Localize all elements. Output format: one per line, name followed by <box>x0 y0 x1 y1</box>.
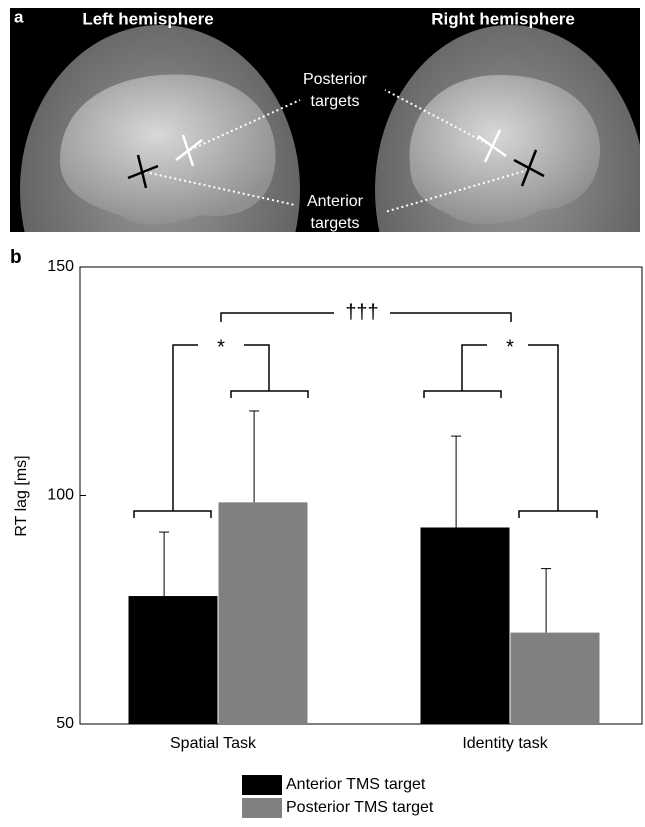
y-axis-label: RT lag [ms] <box>13 455 30 536</box>
x-tick-label: Spatial Task <box>170 735 257 752</box>
significance-brackets <box>134 313 597 518</box>
annotation: * <box>217 336 225 358</box>
target-label: targets <box>311 215 360 232</box>
legend-label: Posterior TMS target <box>286 799 434 816</box>
target-label: Posterior <box>303 71 368 88</box>
panel-label: b <box>10 247 22 268</box>
bar <box>421 527 510 724</box>
hemisphere-title: Right hemisphere <box>431 9 575 28</box>
bracket <box>424 345 597 518</box>
x-tick-label: Identity task <box>462 735 548 752</box>
figure: a Left hemisphere Right hemisphere Poste… <box>0 0 645 827</box>
bar <box>511 633 600 724</box>
right-brain <box>410 75 600 224</box>
y-tick-label: 50 <box>56 715 74 732</box>
annotation: * <box>506 336 514 358</box>
annotation: ††† <box>345 301 378 323</box>
hemisphere-title: Left hemisphere <box>82 9 213 28</box>
target-label: targets <box>311 93 360 110</box>
bar <box>219 502 308 724</box>
y-tick-label: 100 <box>47 487 74 504</box>
panel-a: a Left hemisphere Right hemisphere Poste… <box>10 7 645 355</box>
legend-swatch <box>242 775 282 795</box>
bracket <box>134 345 308 518</box>
bar <box>129 596 218 724</box>
target-label: Anterior <box>307 193 364 210</box>
panel-label: a <box>14 7 24 26</box>
legend-swatch <box>242 798 282 818</box>
legend-label: Anterior TMS target <box>286 776 426 793</box>
y-tick-label: 150 <box>47 258 74 275</box>
